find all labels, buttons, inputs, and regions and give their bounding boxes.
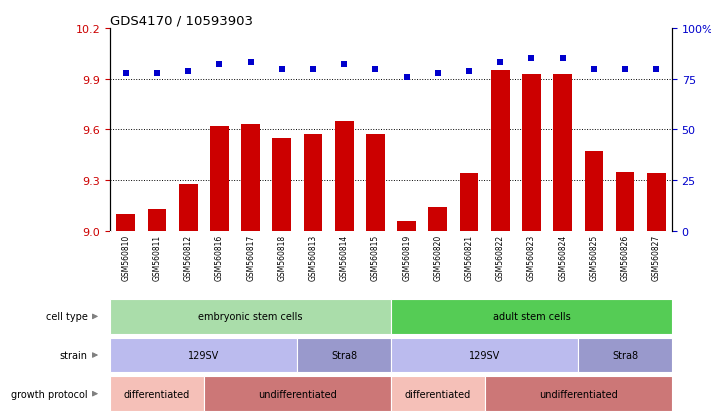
Text: GSM560821: GSM560821 — [464, 235, 474, 280]
Point — [120, 70, 132, 77]
Text: GSM560814: GSM560814 — [340, 235, 348, 281]
Bar — [391, 299, 672, 334]
Bar — [616, 172, 634, 231]
Bar — [179, 184, 198, 231]
Bar — [391, 376, 485, 411]
Bar — [491, 71, 510, 231]
Point — [651, 66, 662, 73]
Text: GSM560816: GSM560816 — [215, 235, 224, 281]
Point — [338, 62, 350, 69]
Text: GSM560812: GSM560812 — [183, 235, 193, 280]
Point — [401, 74, 412, 81]
Text: embryonic stem cells: embryonic stem cells — [198, 312, 303, 322]
Point — [525, 56, 537, 62]
Bar — [429, 208, 447, 231]
Bar — [647, 174, 665, 231]
Text: GSM560825: GSM560825 — [589, 235, 599, 281]
Text: growth protocol: growth protocol — [11, 389, 87, 399]
Text: GSM560811: GSM560811 — [153, 235, 161, 280]
Text: GSM560826: GSM560826 — [621, 235, 629, 281]
Point — [495, 60, 506, 66]
Text: GSM560823: GSM560823 — [527, 235, 536, 281]
Text: Stra8: Stra8 — [331, 350, 358, 360]
Text: GSM560810: GSM560810 — [122, 235, 130, 281]
Text: GDS4170 / 10593903: GDS4170 / 10593903 — [110, 15, 253, 28]
Bar — [584, 152, 603, 231]
Text: undifferentiated: undifferentiated — [539, 389, 618, 399]
Point — [276, 66, 287, 73]
Bar — [391, 338, 578, 373]
Bar — [117, 214, 135, 231]
Text: differentiated: differentiated — [124, 389, 190, 399]
Text: GSM560827: GSM560827 — [652, 235, 661, 281]
Point — [370, 66, 381, 73]
Point — [464, 68, 475, 75]
Point — [214, 62, 225, 69]
Bar — [366, 135, 385, 231]
Text: GSM560818: GSM560818 — [277, 235, 287, 280]
Text: GSM560817: GSM560817 — [246, 235, 255, 281]
Text: GSM560819: GSM560819 — [402, 235, 411, 281]
Point — [557, 56, 568, 62]
Text: GSM560824: GSM560824 — [558, 235, 567, 281]
Point — [588, 66, 599, 73]
Point — [307, 66, 319, 73]
Text: GSM560820: GSM560820 — [434, 235, 442, 281]
Text: Stra8: Stra8 — [612, 350, 638, 360]
Bar — [148, 209, 166, 231]
Bar — [460, 174, 479, 231]
Point — [432, 70, 444, 77]
Point — [151, 70, 163, 77]
Bar — [210, 127, 229, 231]
Bar — [304, 135, 322, 231]
Text: undifferentiated: undifferentiated — [258, 389, 337, 399]
Text: adult stem cells: adult stem cells — [493, 312, 570, 322]
Text: cell type: cell type — [46, 312, 87, 322]
Bar — [204, 376, 391, 411]
Bar — [397, 221, 416, 231]
Text: GSM560813: GSM560813 — [309, 235, 318, 281]
Point — [183, 68, 194, 75]
Text: differentiated: differentiated — [405, 389, 471, 399]
Bar — [522, 74, 541, 231]
Point — [245, 60, 256, 66]
Bar — [553, 74, 572, 231]
Text: GSM560815: GSM560815 — [371, 235, 380, 281]
Bar — [110, 299, 391, 334]
Bar — [297, 338, 391, 373]
Bar — [110, 376, 204, 411]
Text: 129SV: 129SV — [469, 350, 501, 360]
Bar — [335, 122, 353, 231]
Bar — [110, 338, 297, 373]
Bar — [241, 125, 260, 231]
Text: 129SV: 129SV — [188, 350, 220, 360]
Bar — [485, 376, 672, 411]
Text: strain: strain — [60, 350, 87, 360]
Bar — [578, 338, 672, 373]
Bar — [272, 138, 292, 231]
Text: GSM560822: GSM560822 — [496, 235, 505, 280]
Point — [619, 66, 631, 73]
